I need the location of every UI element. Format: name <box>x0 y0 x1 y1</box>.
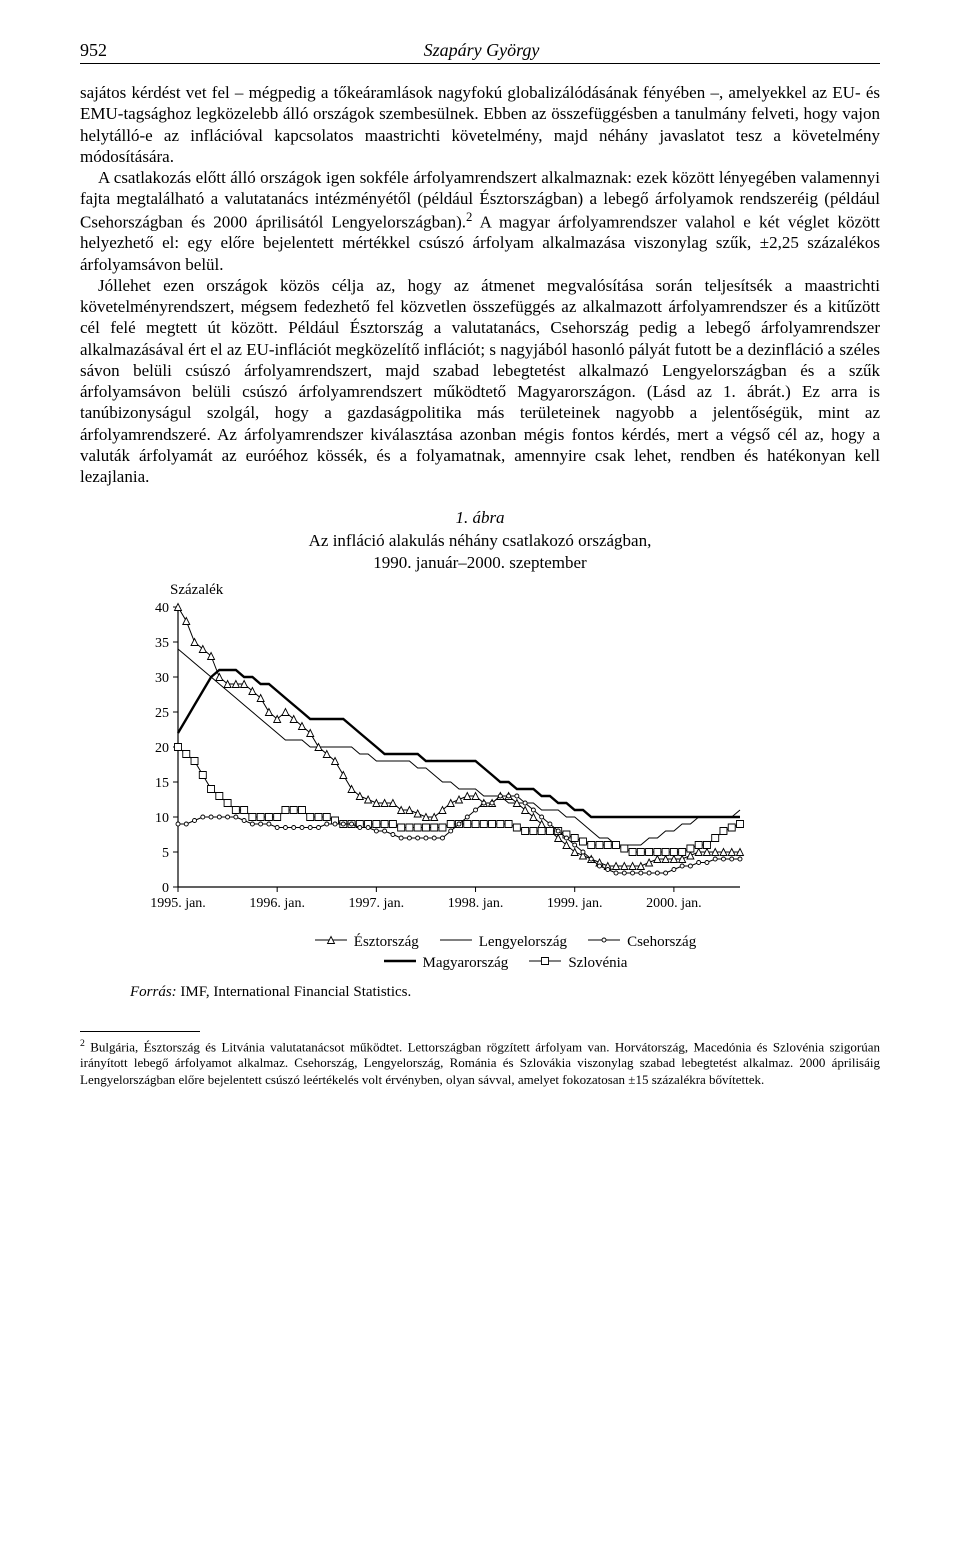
legend-swatch <box>383 953 417 974</box>
running-head: 952 Szapáry György 000 <box>80 40 880 64</box>
legend-swatch <box>439 932 473 953</box>
paragraph-1: sajátos kérdést vet fel – mégpedig a tők… <box>80 82 880 167</box>
figure-caption: 1. ábra Az infláció alakulás néhány csat… <box>80 507 880 573</box>
figure-source: Forrás: IMF, International Financial Sta… <box>130 984 880 1001</box>
legend-item-esztorszag: Észtország <box>314 932 419 953</box>
svg-text:35: 35 <box>155 636 169 651</box>
svg-text:40: 40 <box>155 601 169 616</box>
legend-item-szlovenia: Szlovénia <box>528 953 627 974</box>
inflation-chart: 0 5 10 15 20 25 30 35 40 1995. jan. 1996. jan. 1997… <box>130 601 750 921</box>
footnote-text: Bulgária, Észtország és Litvánia valutat… <box>80 1039 883 1087</box>
svg-text:2000. jan.: 2000. jan. <box>646 896 702 911</box>
page-number: 952 <box>80 40 107 61</box>
legend-label: Csehország <box>627 932 696 953</box>
chart-container: Százalék 0 5 10 15 20 25 30 35 40 1995. jan. 1996.… <box>130 582 880 974</box>
legend-item-csehorszag: Csehország <box>587 932 696 953</box>
legend-swatch <box>528 953 562 974</box>
legend-label: Lengyelország <box>479 932 567 953</box>
svg-text:1998. jan.: 1998. jan. <box>448 896 504 911</box>
svg-text:1997. jan.: 1997. jan. <box>349 896 405 911</box>
legend-label: Szlovénia <box>568 953 627 974</box>
svg-text:1999. jan.: 1999. jan. <box>547 896 603 911</box>
chart-legend: Észtország Lengyelország Csehország Magyar… <box>130 932 880 974</box>
legend-swatch <box>587 932 621 953</box>
source-text: IMF, International Financial Statistics. <box>177 984 412 1000</box>
footnote-rule <box>80 1031 200 1032</box>
svg-text:0: 0 <box>162 881 169 896</box>
svg-text:10: 10 <box>155 811 169 826</box>
legend-swatch <box>314 932 348 953</box>
figure-title-line2: 1990. január–2000. szeptember <box>373 553 586 572</box>
chart-y-axis-label: Százalék <box>170 582 880 599</box>
figure-number: 1. ábra <box>455 508 504 527</box>
footnote-2: 2 Bulgária, Észtország és Litvánia valut… <box>80 1038 880 1088</box>
svg-text:20: 20 <box>155 741 169 756</box>
svg-text:25: 25 <box>155 706 169 721</box>
svg-text:30: 30 <box>155 671 169 686</box>
legend-label: Magyarország <box>423 953 509 974</box>
figure-title-line1: Az infláció alakulás néhány csatlakozó o… <box>309 531 652 550</box>
svg-text:1996. jan.: 1996. jan. <box>249 896 305 911</box>
running-author: Szapáry György <box>424 40 540 61</box>
svg-text:1995. jan.: 1995. jan. <box>150 896 206 911</box>
legend-label: Észtország <box>354 932 419 953</box>
paragraph-3: Jóllehet ezen országok közös célja az, h… <box>80 275 880 488</box>
legend-item-magyarorszag: Magyarország <box>383 953 509 974</box>
source-label: Forrás: <box>130 984 177 1000</box>
paragraph-2: A csatlakozás előtt álló országok igen s… <box>80 167 880 275</box>
svg-text:5: 5 <box>162 846 169 861</box>
legend-item-lengyelorszag: Lengyelország <box>439 932 567 953</box>
svg-text:15: 15 <box>155 776 169 791</box>
